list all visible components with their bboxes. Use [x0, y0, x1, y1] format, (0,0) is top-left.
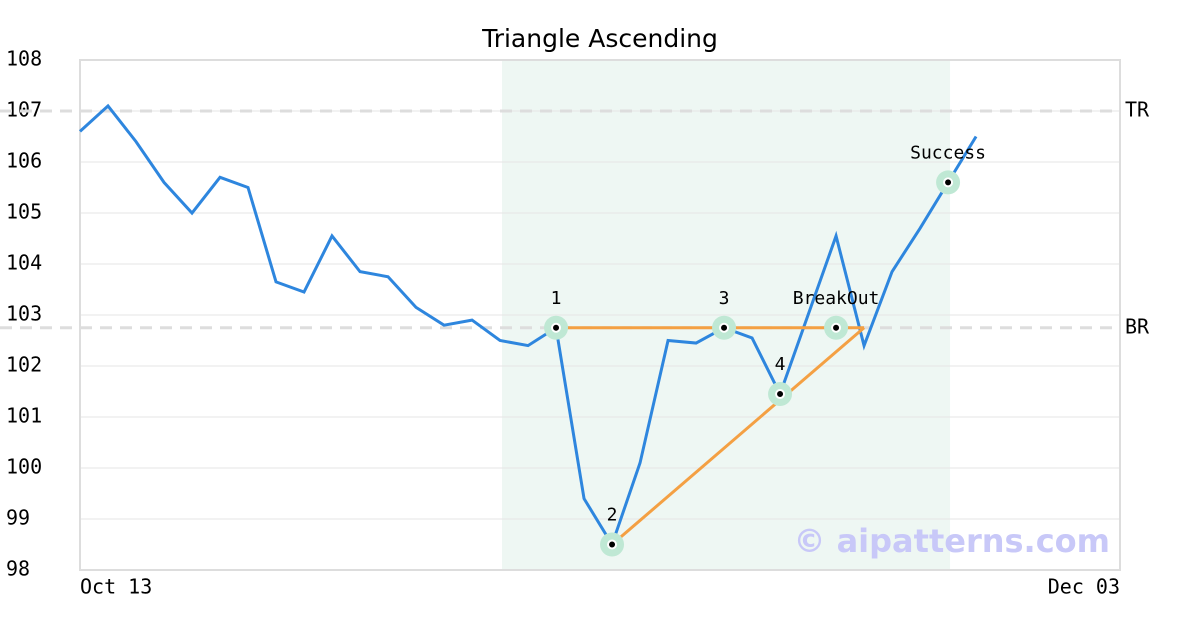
y-tick-label: 100 — [6, 455, 42, 479]
point-label: 2 — [607, 505, 618, 526]
level-label: BR — [1125, 314, 1150, 338]
y-tick-label: 103 — [6, 302, 42, 326]
point — [943, 177, 954, 188]
trend-line — [611, 326, 866, 546]
x-tick-label: Oct 13 — [80, 575, 152, 599]
point-label: 1 — [551, 288, 562, 309]
point — [607, 539, 618, 550]
y-tick-label: 106 — [6, 149, 42, 173]
y-tick-label: 101 — [6, 404, 42, 428]
chart-title: Triangle Ascending — [481, 24, 718, 53]
y-tick-label: 104 — [6, 251, 42, 275]
point — [775, 389, 786, 400]
point — [831, 322, 842, 333]
y-tick-label: 102 — [6, 353, 42, 377]
point-label: 3 — [719, 288, 730, 309]
price-line — [78, 103, 978, 549]
point-label: 4 — [775, 354, 786, 375]
point-label: Success — [910, 142, 986, 163]
y-tick-label: 98 — [6, 557, 30, 581]
x-tick-label: Dec 03 — [1048, 575, 1120, 599]
watermark: © aipatterns.com — [793, 522, 1110, 560]
y-tick-label: 99 — [6, 506, 30, 530]
point-label: BreakOut — [793, 288, 880, 309]
point — [551, 322, 562, 333]
point — [719, 322, 730, 333]
plot-frame — [79, 59, 1121, 571]
level-label: TR — [1125, 98, 1150, 122]
y-tick-label: 105 — [6, 200, 42, 224]
y-tick-label: 108 — [6, 47, 42, 71]
